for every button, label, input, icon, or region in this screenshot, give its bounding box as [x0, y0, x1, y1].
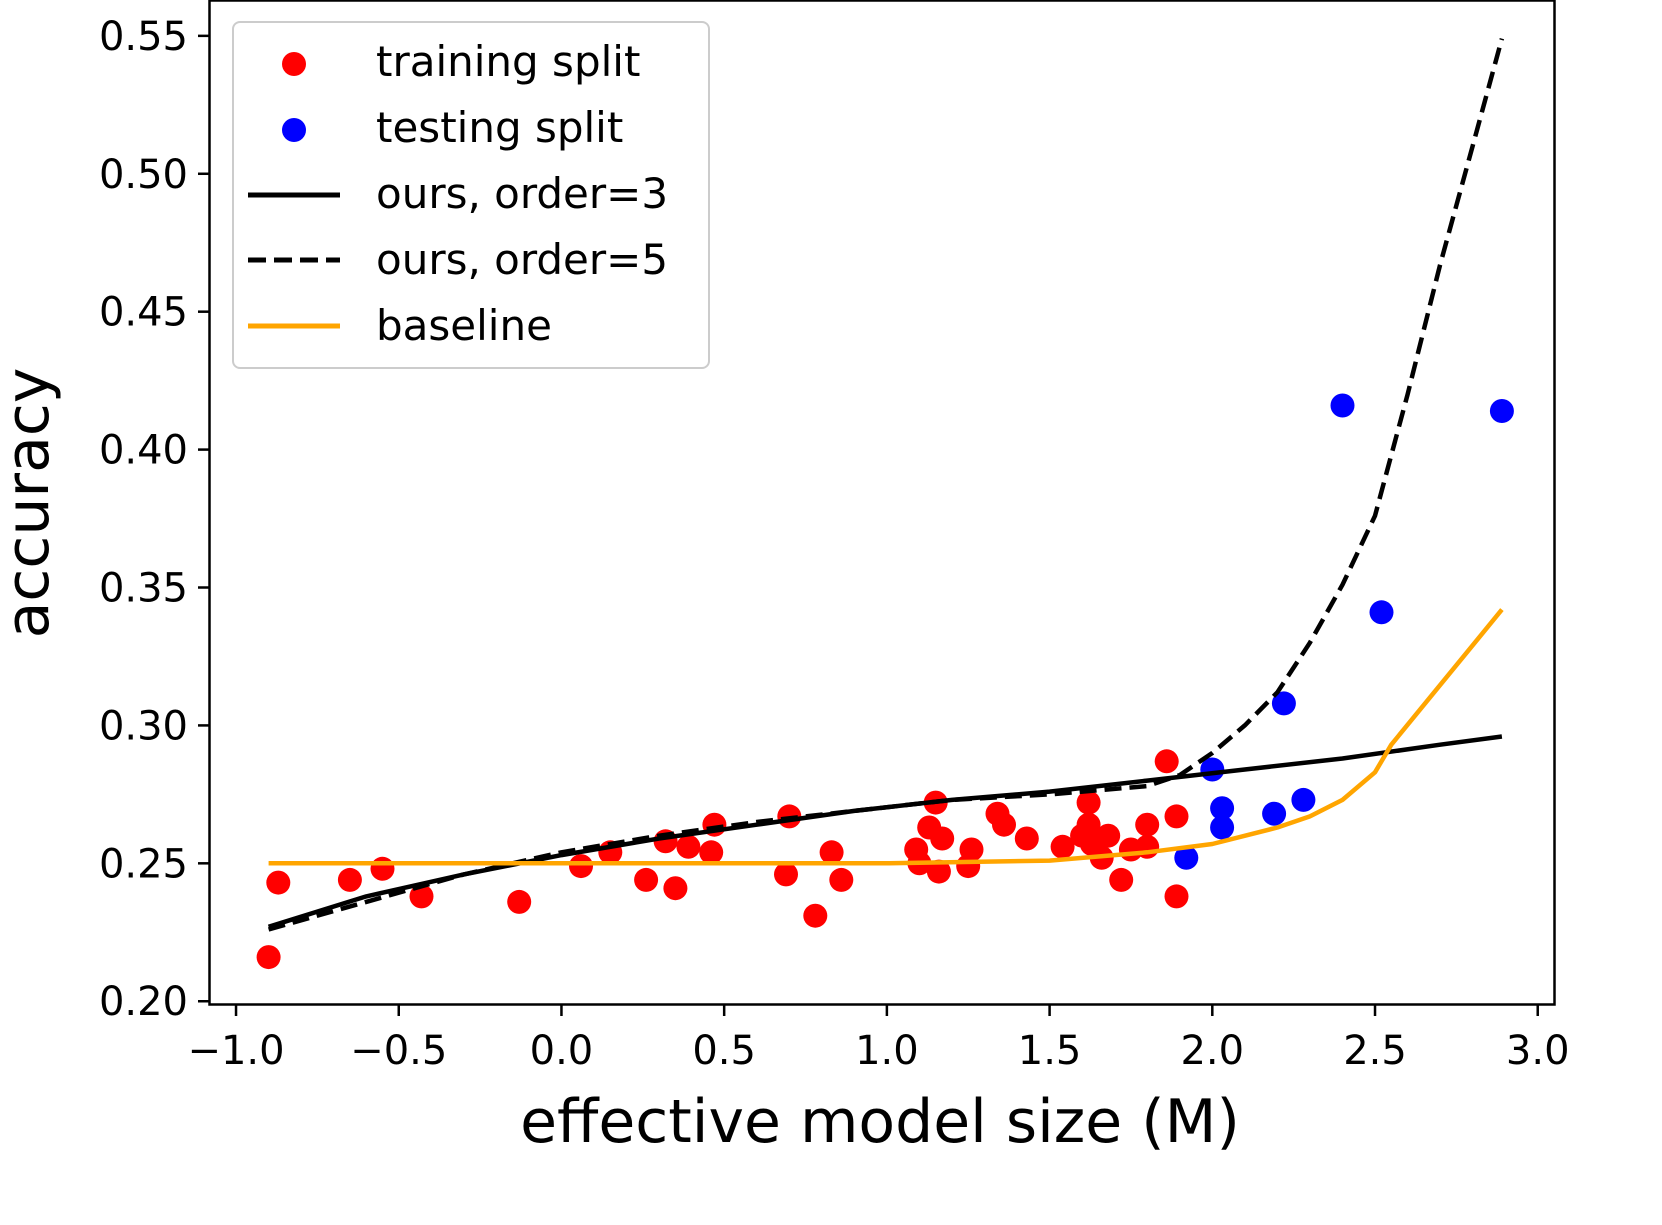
point-training-split: [337, 867, 362, 892]
point-training-split: [569, 854, 593, 879]
point-training-split: [992, 812, 1016, 837]
legend-box: [232, 21, 710, 369]
point-training-split: [699, 840, 724, 865]
point-training-split: [663, 876, 688, 901]
point-training-split: [676, 834, 701, 859]
point-training-split: [1164, 884, 1189, 909]
point-training-split: [819, 840, 844, 865]
x-tick-label: −1.0: [187, 1028, 284, 1074]
series-points: [256, 393, 1514, 970]
x-tick-label: 1.5: [1018, 1028, 1082, 1074]
plot-area: [256, 38, 1514, 970]
legend-label-baseline: baseline: [376, 301, 552, 350]
point-training-split: [507, 889, 532, 914]
axes-frame: [208, 0, 1556, 1006]
y-tick-label: 0.20: [99, 979, 188, 1025]
point-testing-split: [1210, 815, 1235, 840]
point-testing-split: [1271, 691, 1296, 716]
point-training-split: [926, 859, 951, 884]
y-tick-label: 0.45: [99, 290, 188, 336]
legend-marker-testing: [282, 118, 306, 142]
line-ours-order-3: [267, 734, 1503, 929]
y-tick-label: 0.40: [99, 428, 188, 474]
line-baseline: [268, 608, 1504, 866]
point-training-split: [1076, 812, 1101, 837]
point-training-split: [803, 903, 828, 928]
y-axis-label: accuracy: [0, 368, 63, 639]
point-training-split: [370, 856, 395, 881]
x-tick-label: 2.5: [1343, 1028, 1407, 1074]
point-training-split: [266, 870, 291, 895]
x-tick-label: 3.0: [1506, 1028, 1570, 1074]
x-axis: −1.0 −0.5 0.0 0.5 1.0 1.5 2.0 2.5 3.0: [187, 1004, 1570, 1074]
y-tick-label: 0.25: [99, 841, 188, 887]
point-training-split: [1109, 867, 1134, 892]
x-axis-label: effective model size (M): [520, 1087, 1240, 1157]
line-ours-order-5: [267, 38, 1505, 932]
point-training-split: [1135, 812, 1160, 837]
x-tick-label: 0.5: [692, 1028, 756, 1074]
point-testing-split: [1330, 393, 1355, 418]
point-testing-split: [1489, 399, 1514, 423]
point-training-split: [1096, 823, 1121, 848]
x-tick-label: 2.0: [1180, 1028, 1244, 1074]
point-training-split: [774, 862, 798, 887]
y-tick-label: 0.30: [99, 703, 188, 749]
legend-label-training: training split: [376, 37, 640, 86]
point-training-split: [930, 826, 955, 851]
series-lines: [267, 38, 1505, 932]
x-tick-label: 1.0: [855, 1028, 919, 1074]
point-testing-split: [1210, 796, 1235, 821]
point-training-split: [829, 867, 854, 892]
y-tick-label: 0.50: [99, 152, 188, 198]
y-tick-label: 0.55: [99, 14, 188, 60]
point-training-split: [1050, 834, 1075, 859]
point-testing-split: [1291, 787, 1316, 812]
point-training-split: [634, 867, 659, 892]
point-training-split: [256, 945, 281, 970]
point-testing-split: [1262, 801, 1287, 826]
x-tick-label: 0.0: [530, 1028, 594, 1074]
y-tick-label: 0.35: [99, 566, 188, 612]
x-tick-label: −0.5: [350, 1028, 447, 1074]
point-training-split: [1164, 804, 1189, 829]
point-testing-split: [1174, 845, 1199, 870]
point-training-split: [409, 884, 434, 909]
legend-label-order3: ours, order=3: [376, 169, 668, 218]
legend-label-testing: testing split: [376, 103, 623, 152]
point-training-split: [1154, 749, 1179, 774]
legend: training split testing split ours, order…: [232, 21, 710, 369]
point-training-split: [1076, 790, 1101, 815]
point-testing-split: [1369, 600, 1394, 625]
legend-marker-training: [282, 52, 306, 76]
point-training-split: [959, 837, 984, 862]
y-axis: 0.20 0.25 0.30 0.35 0.40 0.45 0.50 0.55: [99, 14, 210, 1025]
legend-label-order5: ours, order=5: [376, 235, 668, 284]
point-training-split: [1014, 826, 1039, 851]
